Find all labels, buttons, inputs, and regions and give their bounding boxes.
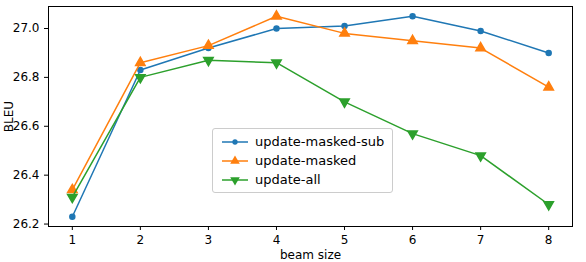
svg-text:27.0: 27.0 [13, 21, 40, 35]
svg-text:7: 7 [477, 233, 485, 247]
html-text:update-masked: update-masked [255, 153, 357, 168]
svg-text:5: 5 [341, 233, 349, 247]
svg-text:8: 8 [545, 233, 553, 247]
svg-text:1: 1 [68, 233, 76, 247]
svg-text:BLEU: BLEU [2, 101, 16, 132]
svg-text:3: 3 [205, 233, 213, 247]
svg-text:26.6: 26.6 [13, 119, 40, 133]
svg-text:beam size: beam size [280, 248, 341, 262]
svg-text:26.4: 26.4 [13, 168, 40, 182]
html-text:update-masked-sub: update-masked-sub [255, 134, 385, 149]
svg-text:6: 6 [409, 233, 417, 247]
svg-text:4: 4 [273, 233, 281, 247]
svg-text:26.8: 26.8 [13, 70, 40, 84]
svg-text:2: 2 [137, 233, 145, 247]
svg-text:26.2: 26.2 [13, 217, 40, 231]
html-text:update-all: update-all [255, 172, 321, 187]
